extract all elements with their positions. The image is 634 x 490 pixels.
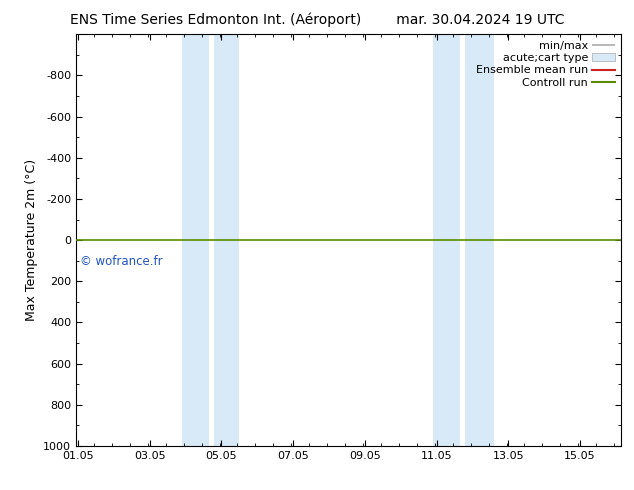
Bar [465, 34, 494, 446]
Legend: min/max, acute;cart type, Ensemble mean run, Controll run: min/max, acute;cart type, Ensemble mean … [472, 38, 618, 91]
Bar [182, 34, 209, 446]
Text: © wofrance.fr: © wofrance.fr [80, 254, 162, 268]
Bar [214, 34, 239, 446]
Text: ENS Time Series Edmonton Int. (Aéroport)        mar. 30.04.2024 19 UTC: ENS Time Series Edmonton Int. (Aéroport)… [70, 12, 564, 27]
Y-axis label: Max Temperature 2m (°C): Max Temperature 2m (°C) [25, 159, 37, 321]
Bar [433, 34, 460, 446]
